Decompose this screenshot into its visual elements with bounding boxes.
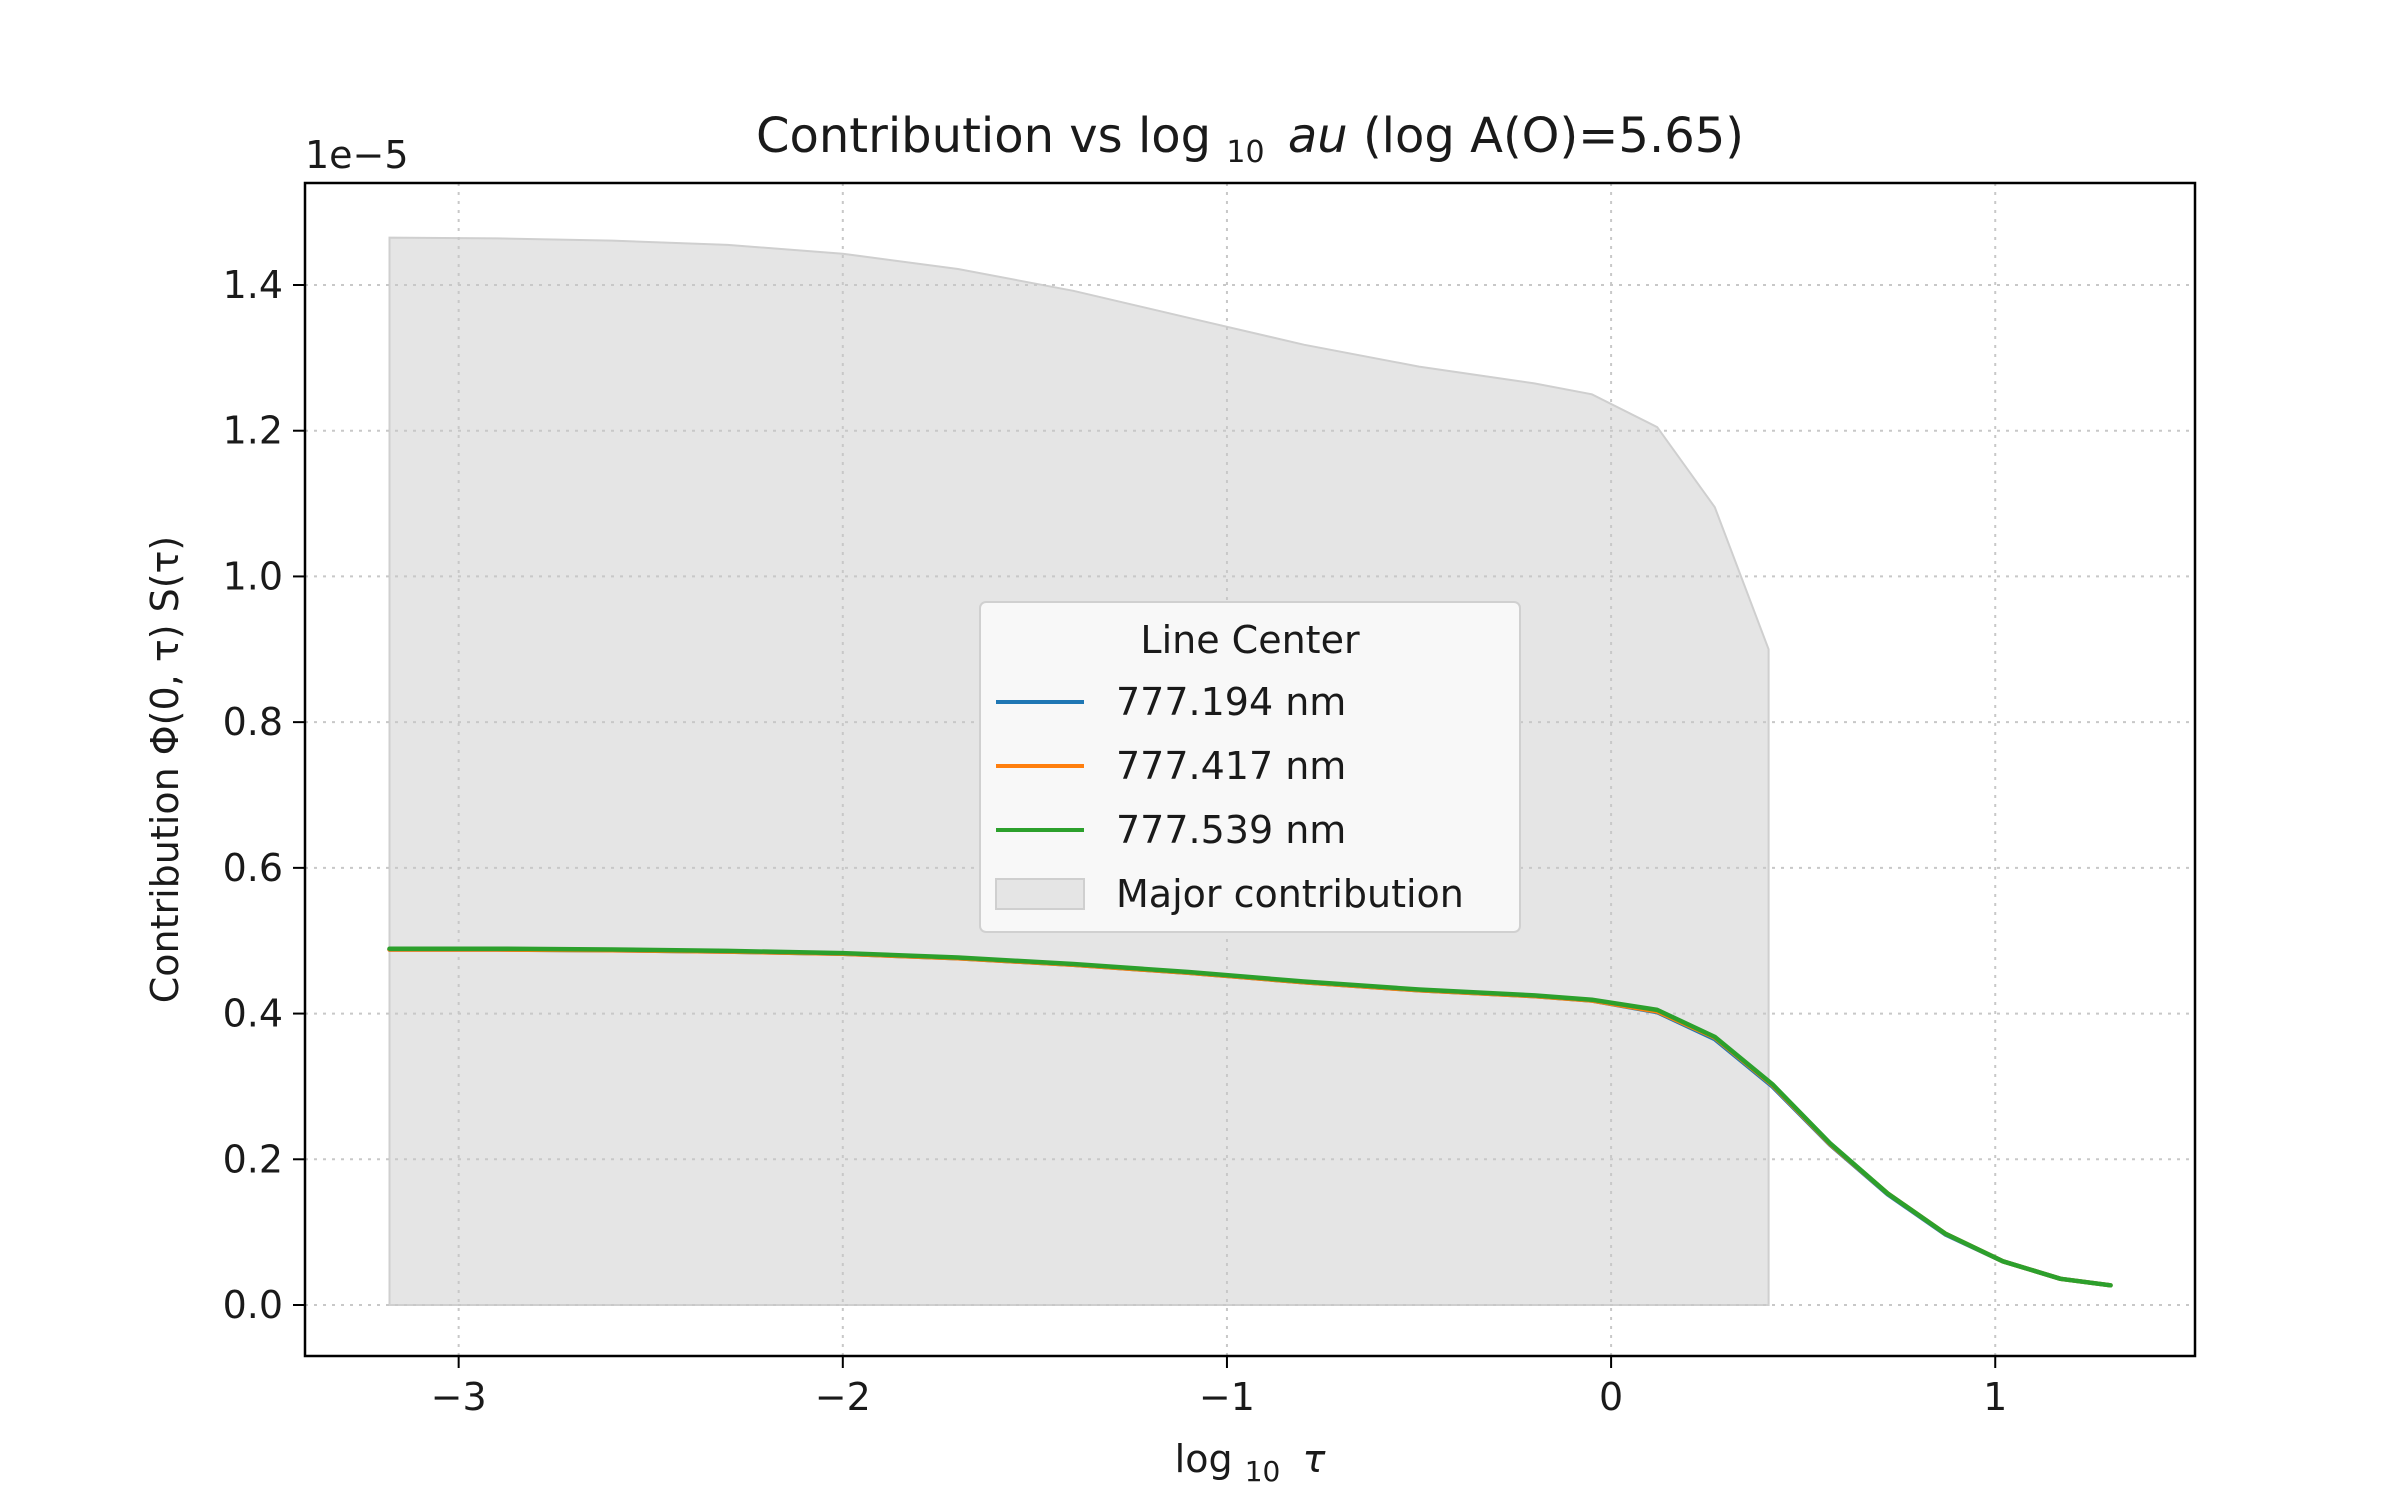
- legend-label-777-539: 777.539 nm: [1116, 808, 1346, 852]
- y-tick-label: 1.4: [223, 263, 283, 307]
- plot-frame: [303, 181, 2197, 1358]
- legend-swatch-major-contribution: [995, 878, 1085, 910]
- series-line-3: [387, 946, 2113, 1288]
- chart-title: Contribution vs log 10 au (log A(O)=5.65…: [756, 108, 1744, 174]
- chart-title-subscript: 10: [1226, 135, 1264, 170]
- y-tick-label: 1.2: [223, 409, 283, 453]
- series-layer: [387, 946, 2113, 1288]
- x-axis-label: log 10 τ: [1175, 1437, 1327, 1490]
- chart-title-suffix: (log A(O)=5.65): [1363, 108, 1744, 164]
- y-tick-label: 0.0: [223, 1283, 283, 1327]
- y-tick-label: 0.4: [223, 992, 283, 1036]
- x-tick-label: 0: [1599, 1375, 1623, 1419]
- x-tick-label: −1: [1199, 1375, 1255, 1419]
- x-tick-label: 1: [1983, 1375, 2007, 1419]
- y-tick-label: 0.8: [223, 700, 283, 744]
- chart-title-symbol: au: [1288, 108, 1348, 164]
- x-tick-label: −2: [815, 1375, 871, 1419]
- x-tick-label: −3: [431, 1375, 487, 1419]
- legend-box: [979, 601, 1521, 933]
- x-axis-label-subscript: 10: [1245, 1455, 1281, 1488]
- y-offset-text: 1e−5: [305, 133, 409, 177]
- x-axis-label-main: log: [1175, 1437, 1233, 1481]
- legend-label-777-417: 777.417 nm: [1116, 744, 1346, 788]
- x-axis-label-symbol: τ: [1302, 1437, 1326, 1481]
- y-axis-label: Contribution Φ(0, τ) S(τ): [143, 536, 187, 1004]
- legend: Line Center 777.194 nm 777.417 nm 777.53…: [979, 601, 1521, 933]
- legend-title: Line Center: [1140, 618, 1360, 662]
- y-tick-label: 0.6: [223, 846, 283, 890]
- y-tick-label: 1.0: [223, 554, 283, 598]
- legend-label-777-194: 777.194 nm: [1116, 680, 1346, 724]
- legend-label-major-contribution: Major contribution: [1116, 872, 1464, 916]
- tick-layer: −3 −2 −1 0 1 0.0 0.2 0.4 0.6 0.8 1.0 1.2 1.4: [223, 263, 2008, 1419]
- y-tick-label: 0.2: [223, 1137, 283, 1181]
- chart-title-main: Contribution vs log: [756, 108, 1211, 164]
